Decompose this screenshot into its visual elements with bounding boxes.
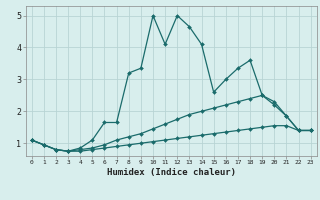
X-axis label: Humidex (Indice chaleur): Humidex (Indice chaleur) bbox=[107, 168, 236, 177]
